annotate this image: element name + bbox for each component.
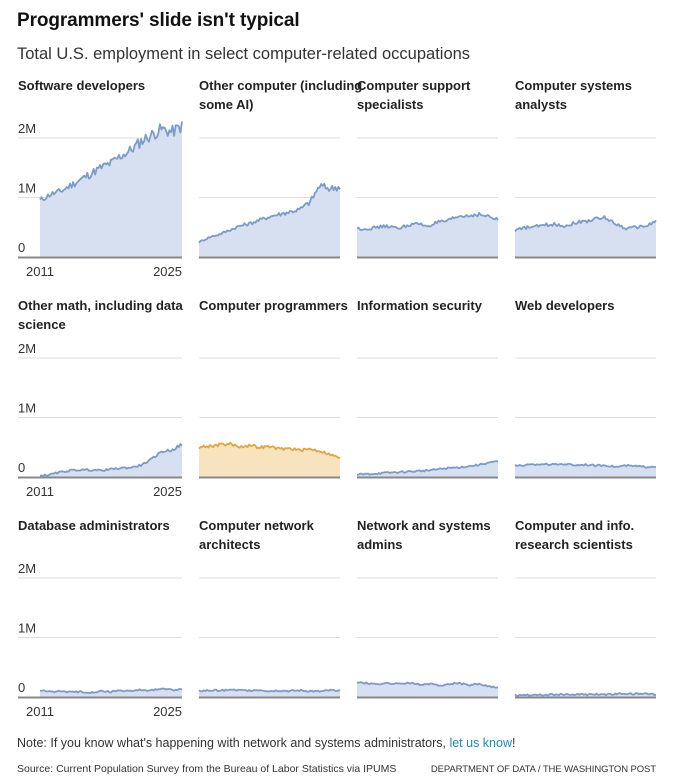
y-tick-label: 2M	[18, 561, 36, 576]
panel-title: Web developers	[515, 298, 615, 313]
series-area	[40, 444, 182, 477]
series-line	[514, 462, 657, 469]
x-tick-label: 2025	[153, 704, 182, 719]
series-line	[39, 443, 183, 478]
panel-title: Information security	[357, 298, 482, 313]
x-tick-label: 2011	[26, 264, 54, 279]
series-area	[199, 183, 340, 257]
x-tick-label: 2025	[153, 264, 182, 279]
x-tick-label: 2011	[26, 704, 54, 719]
panel-title: Other math, including data science	[18, 298, 183, 332]
series-area	[357, 212, 498, 257]
panel-title: Computer support specialists	[357, 78, 471, 112]
panel-title: Computer programmers	[199, 298, 348, 313]
panel-title: Other computer (including some AI)	[199, 78, 363, 112]
x-tick-label: 2011	[26, 484, 54, 499]
panel-title: Computer network architects	[199, 518, 314, 552]
y-tick-label: 1M	[18, 401, 36, 416]
note-suffix: !	[511, 736, 516, 750]
series-area	[357, 682, 498, 697]
y-tick-label: 2M	[18, 121, 36, 136]
panel-title: Software developers	[18, 78, 146, 93]
y-tick-label: 1M	[18, 621, 36, 636]
series-line	[198, 441, 341, 459]
source-line: Source: Current Population Survey from t…	[17, 763, 397, 775]
y-tick-label: 0	[18, 680, 25, 695]
let-us-know-link[interactable]: let us know	[449, 736, 512, 750]
y-tick-label: 0	[18, 460, 25, 475]
x-tick-label: 2025	[153, 484, 182, 499]
series-line	[39, 121, 183, 201]
series-area	[40, 121, 182, 257]
y-tick-label: 0	[18, 240, 25, 255]
note-text: Note: If you know what's happening with …	[17, 736, 450, 750]
chart-title: Programmers' slide isn't typical	[17, 10, 300, 31]
series-area	[199, 442, 340, 477]
panel-title: Computer and info. research scientists	[515, 518, 635, 552]
series-line	[356, 681, 499, 689]
series-line	[198, 182, 341, 244]
series-line	[514, 692, 657, 697]
panel-title: Network and systems admins	[357, 518, 491, 552]
series-line	[357, 460, 499, 476]
series-line	[514, 215, 657, 232]
panel-title: Database administrators	[18, 518, 170, 533]
series-line	[39, 687, 183, 694]
series-line	[198, 688, 341, 693]
chart-subtitle: Total U.S. employment in select computer…	[17, 45, 471, 63]
series-area	[515, 216, 656, 257]
credit-line: DEPARTMENT OF DATA / THE WASHINGTON POST	[430, 764, 656, 775]
y-tick-label: 1M	[18, 181, 36, 196]
small-multiples-chart: 0 1M 2M 2011 2025 0 1M 2M 2011 2025 0 1M 2M 2011 2025	[18, 121, 657, 719]
y-tick-label: 2M	[18, 341, 36, 356]
footnote: Note: If you know what's happening with …	[17, 736, 515, 750]
panel-title: Computer systems analysts	[515, 78, 633, 112]
series-line	[356, 211, 499, 231]
